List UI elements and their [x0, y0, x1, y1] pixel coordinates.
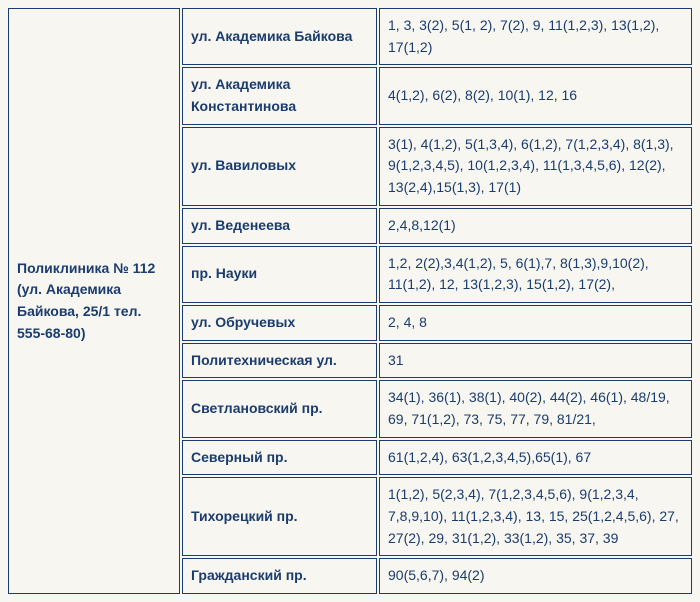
house-numbers: 1, 3, 3(2), 5(1, 2), 7(2), 9, 11(1,2,3),… [379, 8, 692, 65]
house-numbers: 34(1), 36(1), 38(1), 40(2), 44(2), 46(1)… [379, 380, 692, 437]
street-name: ул. Вавиловых [182, 127, 377, 206]
house-numbers: 2,4,8,12(1) [379, 208, 692, 244]
house-numbers: 3(1), 4(1,2), 5(1,3,4), 6(1,2), 7(1,2,3,… [379, 127, 692, 206]
street-name: Северный пр. [182, 440, 377, 476]
clinic-address-table: Поликлиника № 112 (ул. Академика Байкова… [6, 6, 694, 596]
street-name: Политехническая ул. [182, 343, 377, 379]
street-name: ул. Академика Байкова [182, 8, 377, 65]
house-numbers: 4(1,2), 6(2), 8(2), 10(1), 12, 16 [379, 67, 692, 124]
house-numbers: 2, 4, 8 [379, 305, 692, 341]
house-numbers: 1(1,2), 5(2,3,4), 7(1,2,3,4,5,6), 9(1,2,… [379, 477, 692, 556]
street-name: ул. Академика Константинова [182, 67, 377, 124]
street-name: Гражданский пр. [182, 558, 377, 594]
house-numbers: 1,2, 2(2),3,4(1,2), 5, 6(1),7, 8(1,3),9,… [379, 246, 692, 303]
table-row: Поликлиника № 112 (ул. Академика Байкова… [8, 8, 692, 65]
street-name: ул. Веденеева [182, 208, 377, 244]
house-numbers: 90(5,6,7), 94(2) [379, 558, 692, 594]
street-name: Тихорецкий пр. [182, 477, 377, 556]
clinic-label: Поликлиника № 112 (ул. Академика Байкова… [8, 8, 180, 594]
street-name: Светлановский пр. [182, 380, 377, 437]
street-name: пр. Науки [182, 246, 377, 303]
house-numbers: 31 [379, 343, 692, 379]
house-numbers: 61(1,2,4), 63(1,2,3,4,5),65(1), 67 [379, 440, 692, 476]
street-name: ул. Обручевых [182, 305, 377, 341]
